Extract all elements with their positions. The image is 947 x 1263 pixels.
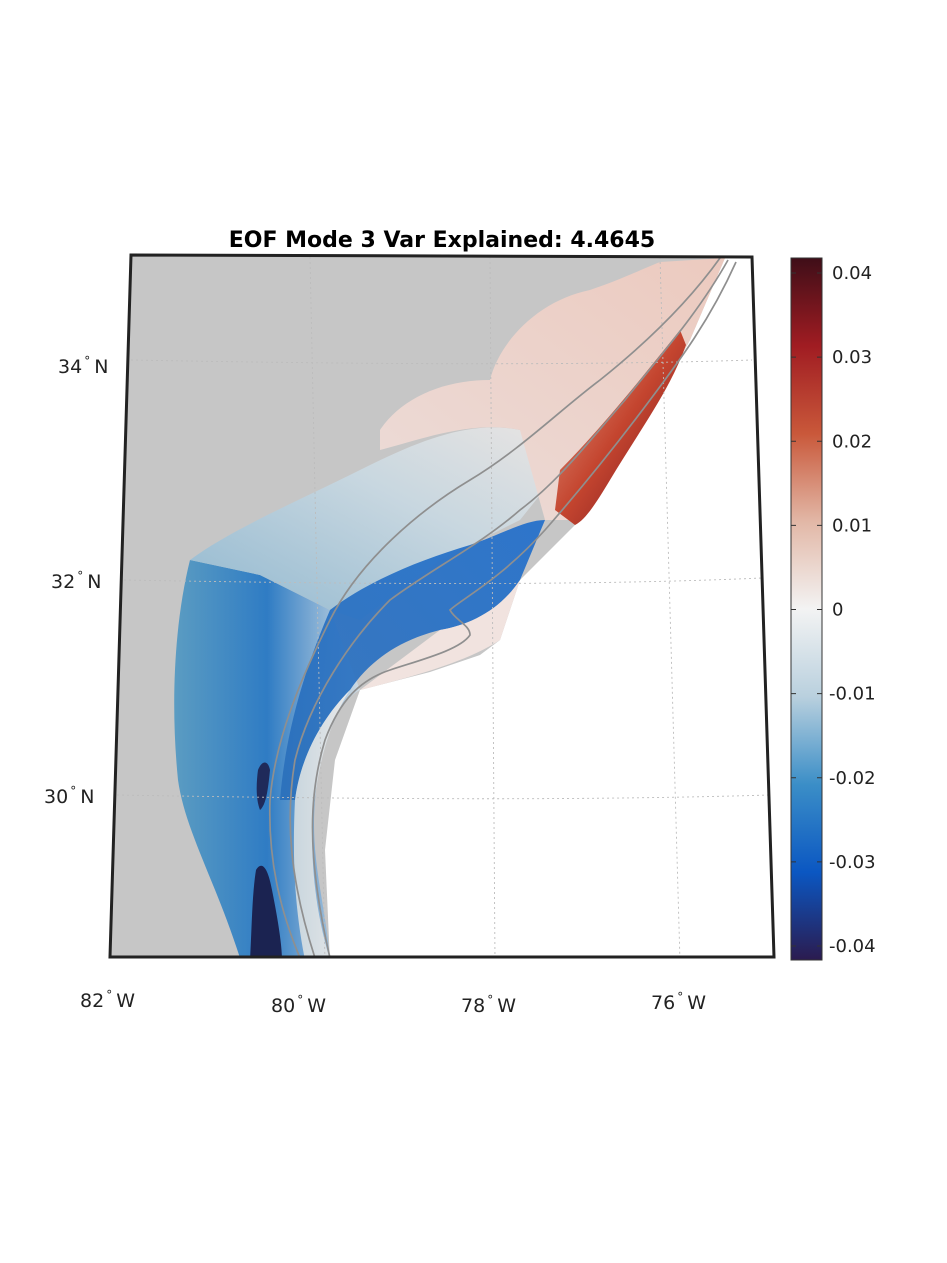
colorbar-tick-label: 0.04 (832, 263, 872, 284)
colorbar-gradient (790, 257, 823, 961)
map-title: EOF Mode 3 Var Explained: 4.4645 (229, 228, 655, 253)
lon-label-78: 78 ° W (461, 993, 516, 1017)
slope-strip (293, 690, 350, 957)
lon-label-82: 82 ° W (80, 988, 135, 1012)
negative-extreme-patch (256, 762, 270, 810)
colorbar-tick-label: -0.01 (829, 684, 876, 705)
southern-slope-pink (360, 580, 520, 690)
colorbar-ticks: 0.04 0.03 0.02 0.01 0 -0.01 -0.02 -0.03 -0.04 (791, 263, 876, 957)
middle-shelf (190, 427, 560, 620)
colorbar-tick-label: 0 (832, 600, 843, 621)
open-ocean (325, 257, 774, 957)
negative-extreme-patch-south (250, 865, 282, 957)
isobath-contours (268, 257, 737, 957)
lat-label-30: 30 ° N (44, 784, 94, 808)
colorbar-tick-label: -0.04 (829, 936, 876, 957)
northern-shelf (380, 258, 725, 520)
map-area (110, 255, 774, 957)
latitude-labels: 34 ° N 32 ° N 30 ° N (44, 354, 108, 808)
map-frame (108, 253, 776, 959)
lon-label-80: 80 ° W (271, 993, 326, 1017)
colorbar-tick-label: 0.03 (832, 347, 872, 368)
lat-label-32: 32 ° N (51, 569, 101, 593)
colorbar-tick-label: 0.01 (832, 515, 872, 536)
colorbar-tick-label: -0.03 (829, 852, 876, 873)
longitude-labels: 82 ° W 80 ° W 78 ° W 76 ° W (80, 988, 706, 1017)
lat-label-34: 34 ° N (58, 354, 108, 378)
lon-label-76: 76 ° W (651, 990, 706, 1014)
colorbar-tick-label: -0.02 (829, 768, 876, 789)
colorbar-tick-label: 0.02 (832, 431, 872, 452)
positive-anomaly-band (555, 330, 686, 525)
colorbar: 0.04 0.03 0.02 0.01 0 -0.01 -0.02 -0.03 -0.04 (790, 257, 876, 961)
